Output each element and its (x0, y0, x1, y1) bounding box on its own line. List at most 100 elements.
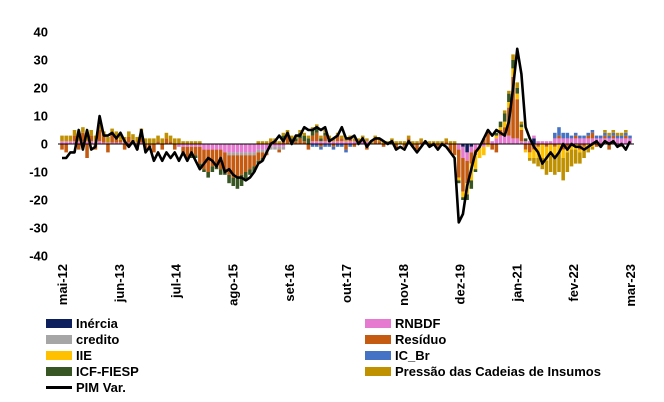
bar-segment-rnbdf (64, 141, 68, 144)
bar-segment-iie (473, 155, 478, 170)
bar-segment-pressao-das-cadeias-de-insumos (452, 141, 457, 144)
bar-segment-residuo (139, 134, 144, 143)
bar-segment-rnbdf (277, 144, 281, 147)
bar-segment-rnbdf (281, 144, 286, 147)
bar-segment-rnbdf (540, 141, 545, 144)
bar-segment-pressao-das-cadeias-de-insumos (198, 141, 202, 144)
bar-segment-pressao-das-cadeias-de-insumos (181, 141, 185, 144)
bar-segment-rnbdf (202, 144, 206, 150)
bar-segment-credito (260, 149, 265, 153)
bar-segment-ic-br (619, 135, 624, 139)
bar-segment-rnbdf (482, 144, 486, 147)
bar-segment-rnbdf (185, 144, 190, 147)
bar-segment-pressao-das-cadeias-de-insumos (143, 138, 148, 144)
bar-segment-pressao-das-cadeias-de-insumos (147, 138, 152, 144)
bar-segment-pressao-das-cadeias-de-insumos (177, 138, 181, 144)
bar-segment-rnbdf (85, 141, 89, 144)
bar-segment-rnbdf (248, 144, 252, 153)
bar-segment-icf-fiesp (523, 138, 528, 142)
bar-segment-rnbdf (615, 138, 620, 144)
bar-segment-residuo (490, 144, 494, 150)
bar-segment-inercia (461, 144, 465, 147)
bar-segment-residuo (515, 99, 520, 139)
bar-segment-rnbdf (619, 138, 624, 144)
bar-segment-icf-fiesp (210, 166, 215, 172)
bar-segment-rnbdf (331, 141, 336, 144)
bar-segment-icf-fiesp (193, 155, 198, 158)
bar-segment-ic-br (319, 146, 323, 150)
bar-segment-residuo (381, 144, 386, 147)
bar-segment-residuo (101, 137, 106, 143)
bar-segment-rnbdf (536, 141, 540, 144)
bar-segment-residuo (172, 144, 177, 150)
bar-segment-icf-fiesp (235, 177, 240, 189)
bar-segment-pressao-das-cadeias-de-insumos (127, 131, 131, 137)
bar-segment-pressao-das-cadeias-de-insumos (193, 141, 198, 144)
bar-segment-residuo (227, 155, 231, 175)
bar-segment-iie (569, 144, 574, 150)
bar-segment-residuo (310, 135, 315, 142)
bar-segment-credito (227, 152, 231, 156)
bar-segment-rnbdf (582, 138, 586, 144)
bar-segment-pressao-das-cadeias-de-insumos (615, 132, 620, 136)
bar-segment-icf-fiesp (323, 132, 327, 136)
bar-segment-rnbdf (573, 138, 578, 144)
stacked-bars (60, 54, 632, 200)
bar-segment-icf-fiesp (507, 93, 511, 102)
bar-segment-iie (523, 149, 528, 153)
bar-segment-pressao-das-cadeias-de-insumos (68, 135, 73, 142)
bar-segment-ic-br (348, 144, 352, 147)
bar-segment-pressao-das-cadeias-de-insumos (569, 149, 574, 167)
bar-segment-icf-fiesp (227, 174, 231, 184)
bar-segment-ic-br (578, 135, 582, 139)
bar-segment-residuo (181, 146, 185, 156)
bar-segment-pressao-das-cadeias-de-insumos (306, 135, 311, 139)
bar-segment-pressao-das-cadeias-de-insumos (603, 130, 607, 133)
bar-segment-pressao-das-cadeias-de-insumos (289, 135, 294, 139)
bar-segment-rnbdf (561, 138, 565, 144)
bar-segment-residuo (314, 132, 319, 142)
bar-segment-pressao-das-cadeias-de-insumos (448, 141, 453, 144)
y-tick-label: 20 (34, 81, 48, 96)
bar-segment-residuo (448, 144, 453, 153)
bar-segment-icf-fiesp (189, 155, 194, 158)
bar-segment-residuo (72, 135, 77, 142)
bar-segment-pressao-das-cadeias-de-insumos (515, 82, 520, 88)
x-tick-label-jun-13: jun-13 (112, 264, 127, 303)
bar-segment-residuo (594, 144, 599, 147)
bar-segment-residuo (302, 141, 307, 144)
bar-segment-ic-br (590, 130, 595, 133)
bar-segment-ic-br (344, 149, 348, 153)
bar-segment-residuo (565, 144, 570, 147)
bar-segment-residuo (544, 144, 549, 147)
x-tick-label-dez-19: dez-19 (453, 264, 468, 304)
bar-segment-residuo (352, 144, 357, 147)
bar-segment-rnbdf (461, 146, 465, 158)
bar-segment-residuo (523, 144, 528, 150)
bar-segment-ic-br (598, 135, 603, 139)
bar-segment-icf-fiesp (469, 180, 474, 189)
bar-segment-rnbdf (578, 138, 582, 144)
bar-segment-iie (461, 191, 465, 198)
bar-segment-rnbdf (590, 138, 595, 144)
bar-segment-pressao-das-cadeias-de-insumos (431, 141, 436, 144)
bar-segment-residuo (76, 144, 81, 150)
bar-segment-ic-br (323, 144, 327, 147)
bar-segment-ic-br (611, 132, 616, 136)
bar-segment-pressao-das-cadeias-de-insumos (436, 141, 440, 144)
bar-segment-pressao-das-cadeias-de-insumos (519, 121, 524, 125)
bar-segment-residuo (214, 149, 219, 164)
bar-segment-pressao-das-cadeias-de-insumos (135, 137, 139, 143)
bar-segment-ic-br (582, 135, 586, 139)
bar-segment-iie (482, 146, 486, 156)
bar-segment-rnbdf (218, 144, 223, 150)
bar-segment-icf-fiesp (310, 130, 315, 136)
bar-segment-pressao-das-cadeias-de-insumos (298, 130, 302, 133)
bar-segment-pressao-das-cadeias-de-insumos (302, 132, 307, 136)
bar-segment-icf-fiesp (498, 121, 503, 128)
bar-segment-rnbdf (106, 142, 110, 144)
bar-segment-pressao-das-cadeias-de-insumos (256, 141, 261, 144)
bar-segment-rnbdf (519, 141, 524, 144)
y-tick-label: -40 (29, 249, 48, 264)
bar-segment-rnbdf (335, 141, 340, 144)
